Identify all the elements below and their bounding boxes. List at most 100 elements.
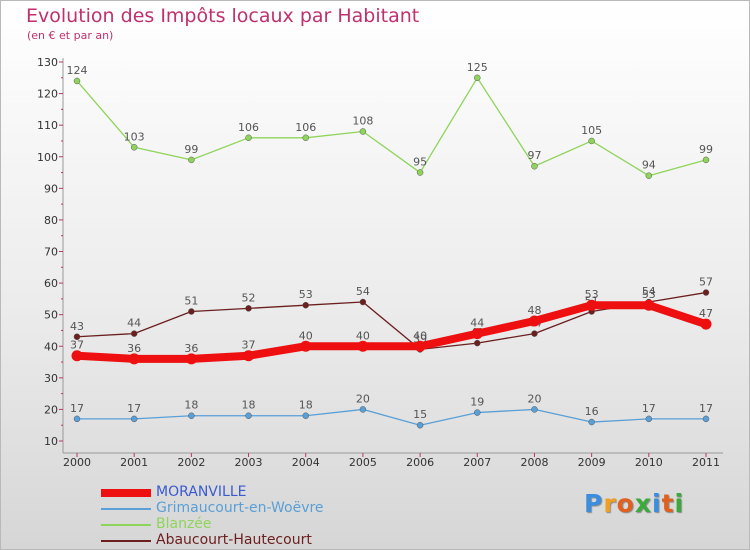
- data-point-abaucourt-hautecourt: [130, 330, 138, 337]
- data-label-blanzee: 99: [184, 143, 198, 156]
- data-label-abaucourt-hautecourt: 54: [356, 285, 370, 298]
- y-tick-label: 90: [44, 182, 58, 195]
- data-point-moranville: [185, 353, 197, 365]
- legend-swatch-blanzee: [101, 524, 151, 526]
- data-label-blanzee: 106: [238, 121, 259, 134]
- data-point-moranville: [71, 350, 83, 362]
- data-point-moranville: [243, 350, 255, 362]
- data-label-blanzee: 105: [581, 124, 602, 137]
- x-tick-label: 2001: [120, 456, 148, 469]
- data-point-blanzee: [130, 144, 138, 151]
- data-point-blanzee: [416, 169, 424, 176]
- data-label-moranville: 40: [299, 329, 313, 342]
- data-label-moranville: 36: [127, 342, 141, 355]
- data-point-abaucourt-hautecourt: [531, 330, 538, 337]
- y-tick-label: 80: [44, 214, 58, 227]
- x-tick-label: 2002: [177, 456, 205, 469]
- data-point-blanzee: [531, 162, 538, 170]
- data-label-blanzee: 103: [124, 130, 145, 143]
- y-tick-label: 70: [44, 246, 58, 259]
- data-label-grimaucourt-en-woevre: 18: [299, 399, 313, 412]
- data-label-moranville: 48: [527, 304, 541, 317]
- legend-swatch-grimaucourt: [101, 508, 151, 510]
- x-tick-label: 2004: [292, 456, 320, 469]
- data-label-moranville: 36: [184, 342, 198, 355]
- legend-swatch-abaucourt: [101, 540, 151, 542]
- data-label-abaucourt-hautecourt: 44: [127, 317, 141, 330]
- y-tick-label: 100: [37, 151, 58, 164]
- logo-letter: i: [652, 489, 662, 518]
- data-point-blanzee: [73, 77, 81, 85]
- data-point-blanzee: [702, 156, 710, 164]
- data-point-moranville: [700, 318, 712, 330]
- y-tick-label: 40: [44, 340, 58, 353]
- data-label-moranville: 40: [413, 329, 427, 342]
- data-point-grimaucourt-en-woevre: [645, 415, 653, 423]
- data-point-blanzee: [359, 128, 367, 135]
- x-tick-label: 2009: [578, 456, 606, 469]
- legend-label-abaucourt: Abaucourt-Hautecourt: [156, 532, 312, 548]
- data-point-grimaucourt-en-woevre: [245, 412, 252, 419]
- series-line-grimaucourt-en-woevre: [76, 408, 707, 426]
- legend-swatch-moranville: [101, 489, 151, 497]
- y-tick-label: 110: [37, 119, 58, 132]
- data-point-abaucourt-hautecourt: [474, 339, 481, 347]
- data-label-grimaucourt-en-woevre: 18: [184, 399, 198, 412]
- legend-label-grimaucourt: Grimaucourt-en-Woëvre: [156, 500, 324, 516]
- data-point-moranville: [357, 340, 369, 352]
- x-tick-label: 2000: [63, 456, 91, 469]
- data-label-moranville: 53: [585, 288, 599, 301]
- data-label-abaucourt-hautecourt: 54: [642, 285, 656, 298]
- data-label-blanzee: 94: [642, 159, 656, 172]
- data-label-moranville: 53: [642, 288, 656, 301]
- data-point-moranville: [414, 340, 426, 352]
- x-tick-label: 2010: [635, 456, 663, 469]
- data-point-moranville: [643, 299, 655, 311]
- data-point-blanzee: [474, 74, 481, 82]
- x-tick-label: 2005: [349, 456, 377, 469]
- data-point-grimaucourt-en-woevre: [702, 415, 710, 423]
- data-label-abaucourt-hautecourt: 51: [184, 295, 198, 308]
- y-tick-label: 60: [44, 277, 58, 290]
- data-point-grimaucourt-en-woevre: [130, 415, 138, 423]
- data-label-abaucourt-hautecourt: 57: [699, 276, 713, 289]
- data-label-grimaucourt-en-woevre: 20: [356, 392, 370, 405]
- data-point-abaucourt-hautecourt: [188, 308, 195, 315]
- data-label-moranville: 37: [242, 339, 256, 352]
- data-label-moranville: 40: [356, 329, 370, 342]
- data-point-grimaucourt-en-woevre: [474, 409, 481, 416]
- data-label-grimaucourt-en-woevre: 19: [470, 396, 484, 409]
- chart-subtitle: (en € et par an): [27, 29, 114, 42]
- data-point-blanzee: [588, 137, 595, 145]
- x-tick-label: 2003: [235, 456, 263, 469]
- data-point-moranville: [471, 328, 483, 340]
- logo-letter: t: [661, 489, 675, 518]
- data-point-grimaucourt-en-woevre: [188, 412, 195, 419]
- y-tick-label: 50: [44, 309, 58, 322]
- x-tick-label: 2008: [520, 456, 548, 469]
- data-label-grimaucourt-en-woevre: 20: [527, 392, 541, 405]
- series-line-abaucourt-hautecourt: [76, 291, 707, 351]
- data-label-blanzee: 95: [413, 156, 427, 169]
- data-point-moranville: [300, 340, 312, 352]
- legend-label-moranville: MORANVILLE: [156, 484, 247, 500]
- data-label-grimaucourt-en-woevre: 17: [699, 402, 713, 415]
- logo-letter: r: [603, 489, 617, 518]
- logo-letter: o: [616, 489, 635, 518]
- logo-letter: P: [584, 489, 604, 518]
- x-tick-label: 2007: [463, 456, 491, 469]
- data-point-abaucourt-hautecourt: [359, 298, 367, 306]
- data-label-grimaucourt-en-woevre: 17: [127, 402, 141, 415]
- data-label-abaucourt-hautecourt: 43: [70, 320, 84, 333]
- data-label-grimaucourt-en-woevre: 17: [70, 402, 84, 415]
- data-point-blanzee: [188, 156, 195, 164]
- legend-label-blanzee: Blanzée: [156, 516, 212, 532]
- data-label-blanzee: 124: [67, 64, 88, 77]
- data-point-blanzee: [245, 134, 252, 142]
- data-label-moranville: 37: [70, 339, 84, 352]
- data-label-grimaucourt-en-woevre: 15: [413, 408, 427, 421]
- data-label-abaucourt-hautecourt: 53: [299, 288, 313, 301]
- data-label-grimaucourt-en-woevre: 16: [585, 405, 599, 418]
